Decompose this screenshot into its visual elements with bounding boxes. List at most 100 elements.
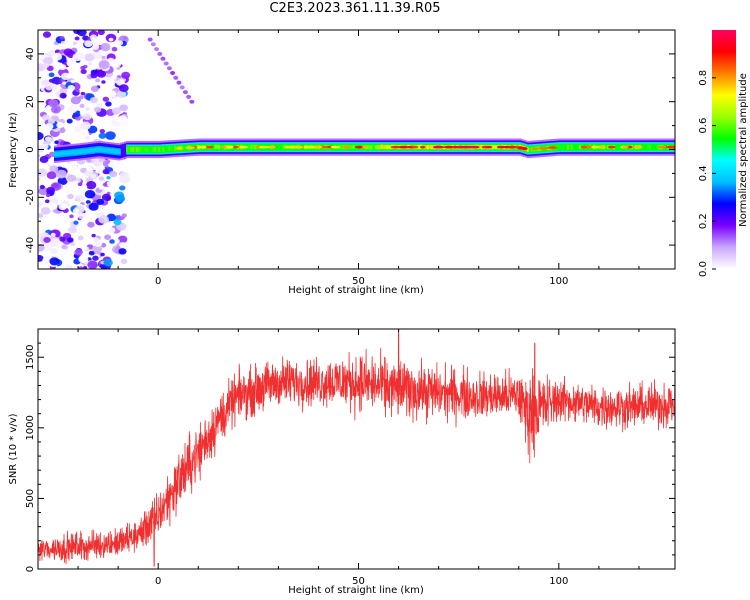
spectrogram-band-cell [108,148,111,153]
spectrogram-noise-cell [154,47,160,52]
spectrogram-band-cell [172,146,175,151]
spectrogram-peak-cell [204,145,214,149]
spectrogram-peak-cell [332,145,339,149]
spectrogram-band-cell [386,144,390,150]
spectrogram-noise-cell [82,35,89,41]
spectrogram-band-cell [382,144,386,150]
spectrogram-noise-cell [59,236,66,242]
spectrogram-band-cell [142,147,145,152]
spectrogram-peak-cell [432,145,443,149]
spectrogram-noise-cell [72,208,80,214]
spectrogram-band-cell [146,147,149,152]
spectrogram-band-cell [572,145,576,150]
spectrogram-band-cell [650,144,654,150]
spectrogram-noise-cell [90,72,98,79]
spectrogram-noise-cell [44,136,53,143]
spectrogram-noise-cell [45,193,51,198]
spectrogram-y-tick-label: 20 [25,95,36,108]
spectrogram-noise-cell [86,166,93,172]
snr-y-tick-label: 0 [25,566,36,572]
spectrogram-band-cell [98,147,101,152]
spectrogram-band-cell [430,144,434,150]
spectrogram-noise-cell [42,114,51,121]
spectrogram-band-cell [216,144,219,150]
spectrogram-noise-cell [99,128,106,134]
spectrogram-band-cell [82,149,85,154]
spectrogram-noise-cell [67,84,76,91]
spectrogram-x-ticks: 0 50 100 [37,30,640,287]
spectrogram-peak-cell [390,145,400,149]
spectrogram-noise-cell [67,193,74,200]
spectrogram-noise-cell [116,40,124,46]
spectrogram-band-cell [160,147,163,152]
spectrogram-band-cell [90,148,93,153]
spectrogram-noise-cell [59,87,68,94]
spectrogram-band-cell [214,144,217,150]
colorbar-tick-label: 0.4 [698,165,709,181]
spectrogram-noise-cell [55,169,67,179]
spectrogram-band-cell [76,149,79,155]
spectrogram-noise-cell [120,258,128,264]
spectrogram-noise-cell [56,121,65,129]
spectrogram-noise-cell [73,30,82,35]
spectrogram-band-cell [154,147,157,152]
spectrogram-band-cell [576,144,580,150]
spectrogram-noise-cell [49,165,59,173]
spectrogram-noise-cell [48,72,55,78]
spectrogram-noise-cell [44,199,50,204]
spectrogram-band-cell [106,148,109,153]
spectrogram-noise-cell [87,260,98,269]
spectrogram-noise-cell [59,92,67,99]
spectrogram-noise-cell [93,51,102,58]
spectrogram-noise-cell [88,250,95,256]
spectrogram-band-cell [138,147,141,152]
spectrogram-noise-cell [79,167,87,173]
spectrogram-noise-cell [70,79,76,84]
snr-x-tick-label: 0 [155,576,161,587]
spectrogram-noise-cell [70,96,81,105]
spectrogram-noise-cell [113,218,122,226]
spectrogram-noise-cell [66,118,73,124]
spectrogram-band-cell [642,145,646,150]
spectrogram-noise-cell [50,105,61,114]
spectrogram-band-cell [156,147,159,152]
spectrogram-band-cell [570,145,574,150]
spectrogram-noise-cell [48,99,59,108]
spectrogram-noise-cell [116,90,126,99]
spectrogram-noise-cell [43,237,51,243]
spectrogram-noise-cell [76,52,86,60]
spectrogram-peak-cell [547,146,558,149]
spectrogram-x-axis-label: Height of straight line (km) [288,285,424,296]
snr-panel: 0 50 100 0 500 1000 1500 Height of straight l… [8,328,676,596]
spectrogram-band-cell [562,144,566,150]
spectrogram-noise-cell [38,132,44,140]
spectrogram-band-cell [58,151,61,157]
spectrogram-band-cell [162,147,165,152]
spectrogram-noise-cell [39,184,45,190]
spectrogram-noise-cell [90,85,99,92]
spectrogram-x-tick-label: 0 [155,276,161,287]
spectrogram-band-cell [78,149,81,155]
spectrogram-noise-cell [109,159,121,169]
spectrogram-band-cell [370,145,374,150]
spectrogram-band-cell [378,145,382,150]
spectrogram-noise-cell [107,227,116,234]
spectrogram-noise-cell [77,266,84,269]
spectrogram-band-cell [150,147,153,152]
spectrogram-noise-cell [38,213,44,218]
spectrogram-noise-cell [50,232,56,237]
spectrogram-noise-cell [111,107,121,115]
spectrogram-band-cell [152,147,155,152]
spectrogram-peak-cell [398,145,409,149]
spectrogram-noise-cell [39,155,49,164]
spectrogram-noise-cell [98,132,107,139]
spectrogram-band-cell [252,144,255,149]
spectrogram-peak-cell [354,145,365,149]
spectrogram-band-cell [86,148,89,153]
spectrogram-band-cell [168,146,171,151]
spectrogram-noise-cell [77,235,84,241]
spectrogram-noise-cell [50,248,58,255]
spectrogram-band-cell [136,147,139,152]
spectrogram-band-cell [66,150,69,156]
spectrogram-noise-cell [90,42,100,50]
